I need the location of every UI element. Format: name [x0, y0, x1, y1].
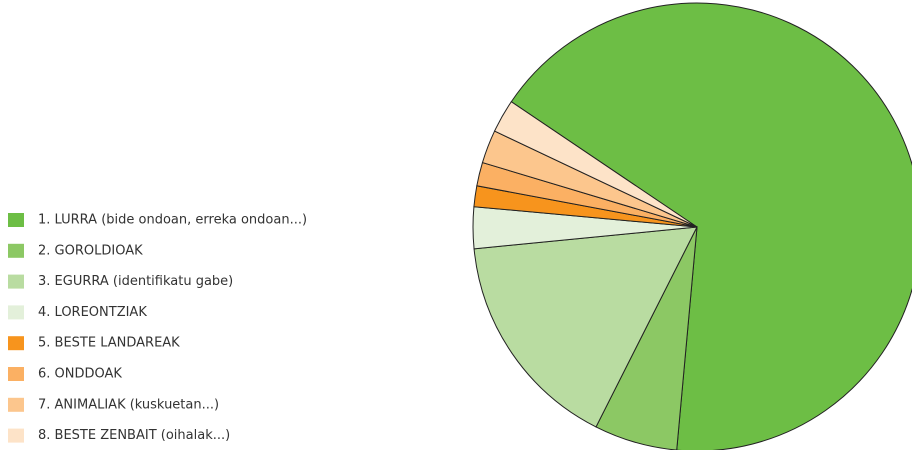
legend-swatch [8, 397, 24, 412]
pie-slice [473, 226, 698, 428]
legend-swatch [8, 367, 24, 381]
legend-swatch [8, 213, 24, 227]
legend-label: 2. GOROLDIOAK [38, 243, 143, 258]
legend-label: 1. LURRA (bide ondoan, erreka ondoan...) [38, 213, 307, 228]
legend-swatch [8, 305, 24, 320]
legend-swatch [8, 274, 24, 289]
pie-slice [493, 101, 698, 228]
legend-label: 3. EGURRA (identifikatu gabe) [38, 274, 233, 289]
legend-label: 8. BESTE ZENBAIT (oihalak...) [38, 428, 230, 443]
legend-label: 6. ONDDOAK [38, 367, 122, 382]
legend-label: 7. ANIMALIAK (kuskuetan...) [38, 397, 219, 412]
pie-slice [510, 2, 912, 450]
legend-swatch [8, 243, 24, 258]
legend-swatch [8, 336, 24, 351]
legend-swatch [8, 428, 24, 443]
legend-label: 5. BESTE LANDAREAK [38, 336, 180, 351]
legend-label: 4. LOREONTZIAK [38, 305, 147, 320]
